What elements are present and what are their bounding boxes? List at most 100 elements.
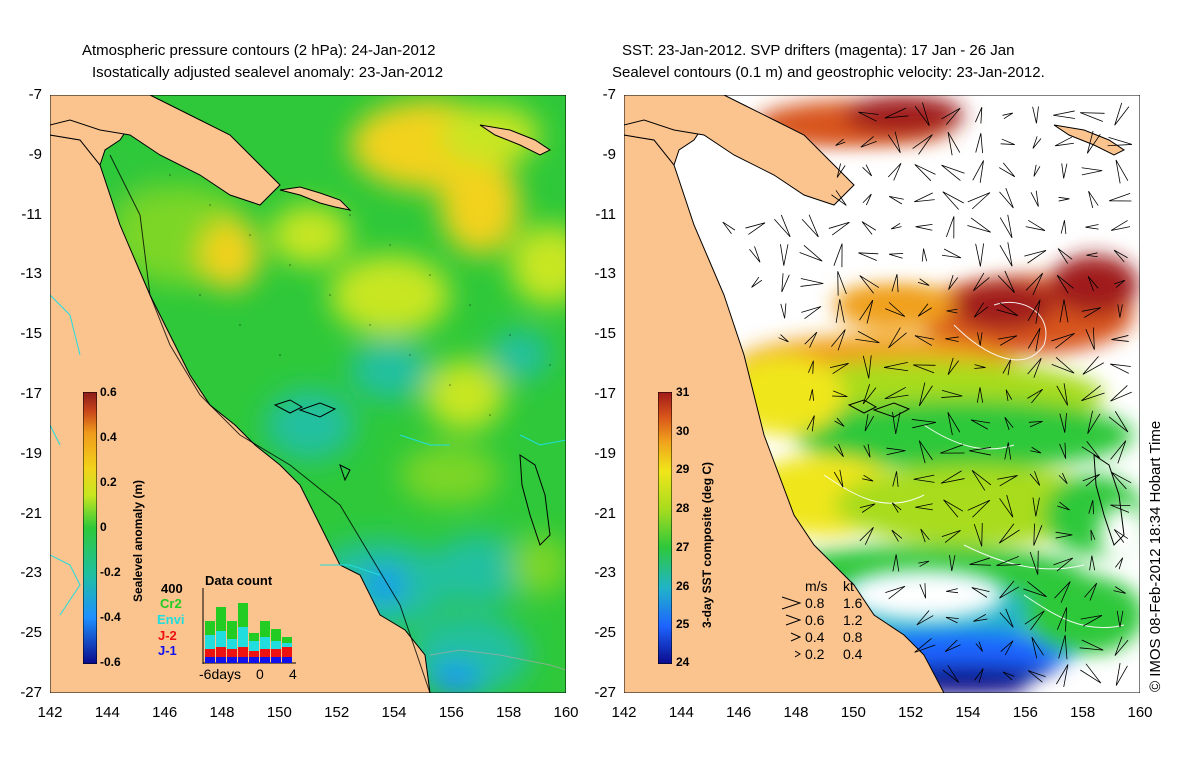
velocity-arrow: [1061, 163, 1068, 179]
velocity-arrow: [1111, 335, 1129, 342]
velocity-arrow: [1027, 388, 1043, 404]
left-lat-tick: -15: [20, 325, 42, 343]
velocity-arrow: [1002, 359, 1011, 376]
velocity-arrow: [977, 332, 983, 346]
velocity-arrow: [1004, 417, 1014, 430]
velocity-arrow: [1088, 190, 1099, 209]
velocity-arrow: [920, 528, 930, 543]
legend-cr2: Cr2: [160, 596, 182, 611]
histogram-x-label-1: 0: [256, 666, 264, 682]
velocity-arrow: [1056, 383, 1068, 406]
velocity-arrow: [1114, 102, 1130, 126]
histogram-bar-segment: [216, 607, 226, 631]
velocity-arrow: [997, 335, 1018, 346]
velocity-arrow: [801, 306, 822, 320]
left-lat-tick: -13: [20, 265, 42, 283]
velocity-arrow: [1087, 276, 1099, 292]
velocity-arrow: [835, 138, 846, 146]
sst-tick-6: 25: [676, 617, 690, 631]
velocity-arrow: [1032, 497, 1040, 517]
velocity-arrow: [1005, 389, 1013, 402]
velocity-arrow: [1024, 250, 1047, 264]
velocity-arrow: [1085, 327, 1095, 350]
velocity-arrow: [809, 389, 815, 401]
right-lon-tick: 156: [1012, 704, 1038, 721]
velocity-arrow: [997, 270, 1015, 294]
left-title-line2: Isostatically adjusted sealevel anomaly:…: [92, 64, 444, 81]
histogram-bar-segment: [249, 633, 259, 641]
histogram-bar-segment: [238, 627, 248, 647]
histogram-bar-segment: [282, 657, 292, 663]
sst-tick-0: 31: [676, 385, 690, 399]
velocity-arrow: [884, 107, 909, 119]
velocity-arrow: [1084, 582, 1098, 601]
velocity-arrow: [829, 362, 849, 375]
velocity-arrow: [886, 447, 906, 456]
left-title-line1: Atmospheric pressure contours (2 hPa): 2…: [82, 42, 436, 59]
velocity-arrow: [973, 522, 983, 547]
velocity-arrow: [975, 107, 983, 124]
right-lon-tick: 152: [898, 704, 924, 721]
velocity-arrow: [1110, 440, 1127, 464]
velocity-arrow: [834, 443, 844, 457]
left-lat-tick: -7: [28, 86, 42, 103]
histogram-bar-segment: [238, 603, 248, 627]
velocity-arrow: [1025, 219, 1046, 231]
velocity-arrow: [804, 331, 818, 348]
right-lat-tick: -7: [602, 86, 616, 103]
histogram-bar-segment: [216, 647, 226, 657]
velocity-arrow: [967, 217, 991, 233]
sla-tick-5: -0.4: [100, 610, 121, 624]
right-lon-tick: 158: [1070, 704, 1096, 721]
velocity-arrow: [918, 440, 933, 464]
sla-colorbar-label: Sealevel anomaly (m): [131, 479, 145, 602]
velocity-arrow: [945, 616, 959, 624]
velocity-arrow: [859, 526, 874, 545]
sla-tick-0: 0.6: [100, 385, 117, 399]
velocity-arrow: [942, 665, 960, 683]
velocity-arrow: [1059, 299, 1069, 323]
left-lon-tick: 158: [496, 704, 522, 721]
velocity-arrow: [891, 529, 903, 542]
velocity-arrow: [1027, 670, 1046, 683]
histogram-bar-segment: [271, 641, 281, 649]
histogram-bar-segment: [238, 657, 248, 663]
histogram-bar-segment: [227, 657, 237, 663]
velocity-arrow: [892, 471, 899, 487]
velocity-arrow: [1082, 356, 1104, 375]
velocity-arrow: [1033, 523, 1043, 546]
right-lat-tick: -13: [594, 265, 616, 283]
velocity-arrow: [915, 223, 933, 231]
velocity-arrow: [974, 364, 986, 369]
velocity-arrow: [1110, 220, 1131, 231]
velocity-arrow: [1114, 636, 1129, 656]
velocity-arrow: [887, 163, 902, 181]
right-lon-tick: 160: [1127, 704, 1153, 721]
left-lon-tick: 152: [324, 704, 350, 721]
velocity-arrow: [1082, 474, 1100, 487]
velocity-arrow: [1032, 136, 1042, 149]
sst-tick-2: 29: [676, 462, 690, 476]
velocity-arrow: [891, 274, 899, 293]
left-lon-tick: 150: [266, 704, 292, 721]
velocity-arrow: [832, 390, 848, 397]
velocity-arrow: [837, 271, 847, 296]
velocity-arrow: [941, 164, 965, 181]
histogram-x-label-2: 4: [289, 666, 297, 682]
copyright-credit: © IMOS 08-Feb-2012 18:34 Hobart Time: [1147, 420, 1164, 692]
velocity-arrow: [801, 214, 819, 238]
velocity-arrow: [863, 443, 871, 458]
velocity-arrow: [914, 102, 930, 126]
velocity-arrow: [1080, 614, 1103, 627]
velocity-arrow: [831, 190, 847, 206]
australia-landmass: [50, 95, 431, 693]
velocity-arrow: [883, 361, 909, 372]
velocity-arrow: [892, 411, 901, 435]
velocity-arrow: [914, 335, 935, 346]
histogram-bar-segment: [282, 647, 292, 657]
velocity-key-ms-0: 0.8: [805, 595, 825, 611]
velocity-key-header-kt: kt: [843, 578, 854, 594]
velocity-key-kt-3: 0.4: [843, 646, 863, 662]
velocity-arrow: [890, 222, 902, 230]
